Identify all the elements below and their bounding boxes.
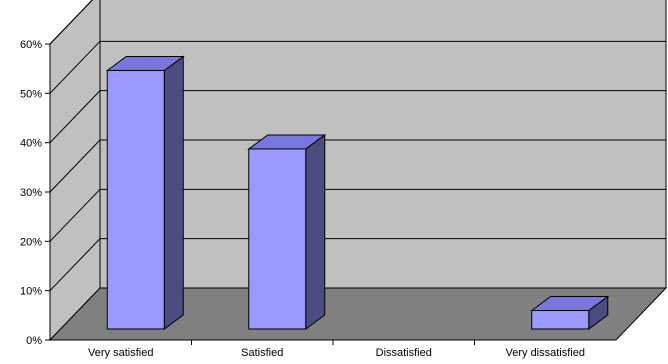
y-tick-label: 60% <box>20 39 42 51</box>
y-tick-label: 50% <box>20 88 42 100</box>
bar-side <box>163 55 184 330</box>
category-label: Satisfied <box>241 347 283 359</box>
bar-very-dissatisfied <box>530 295 610 330</box>
gridline <box>49 90 666 144</box>
bar-side <box>305 133 326 330</box>
gridline <box>49 188 666 242</box>
category-label: Dissatisfied <box>376 347 432 359</box>
gridlines <box>49 0 666 292</box>
bar-front <box>531 310 590 330</box>
bar-front <box>106 69 165 330</box>
y-tick-label: 0% <box>26 335 42 347</box>
bar-very-satisfied <box>105 55 185 330</box>
category-label: Very satisfied <box>88 347 153 359</box>
back-wall <box>99 0 667 289</box>
gridline <box>49 40 666 94</box>
gridline <box>49 0 94 45</box>
gridline <box>49 139 666 193</box>
category-label: Very dissatisfied <box>506 347 585 359</box>
chart-walls <box>48 0 668 342</box>
bars <box>105 55 610 330</box>
y-tick-label: 40% <box>20 138 42 150</box>
axes <box>45 43 616 345</box>
bar-satisfied <box>247 133 327 330</box>
y-tick-label: 30% <box>20 187 42 199</box>
y-tick-label: 10% <box>20 286 42 298</box>
category-labels: Very satisfied Satisfied Dissatisfied Very … <box>88 347 585 359</box>
bar-front <box>248 148 307 330</box>
y-tick-label: 20% <box>20 236 42 248</box>
gridline <box>49 238 666 292</box>
side-wall <box>49 0 101 342</box>
y-tick-labels: 0% 10% 20% 30% 40% 50% 60% <box>20 39 42 347</box>
